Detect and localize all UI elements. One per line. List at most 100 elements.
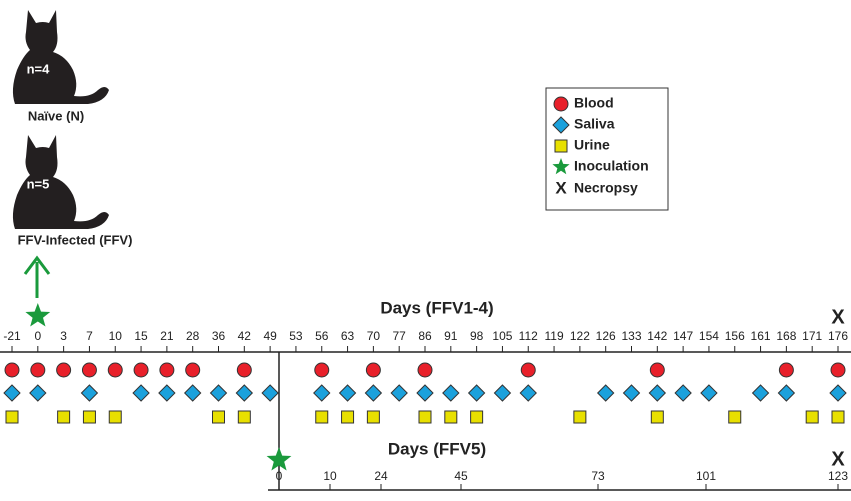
tick-label: 122 xyxy=(570,329,590,343)
tick-label: 123 xyxy=(828,469,848,483)
tick-label: 154 xyxy=(699,329,719,343)
legend-label: Inoculation xyxy=(574,158,649,174)
urine-mark xyxy=(366,410,380,424)
saliva-mark xyxy=(235,384,254,402)
saliva-mark xyxy=(416,384,434,402)
urine-mark xyxy=(341,410,355,424)
tick-label: 112 xyxy=(519,329,538,343)
necropsy-marker: X xyxy=(831,448,845,470)
tick-label: 105 xyxy=(492,329,512,343)
tick-label: 63 xyxy=(341,329,355,343)
timeline-title: Days (FFV5) xyxy=(388,439,486,458)
tick-label: 56 xyxy=(315,329,329,343)
tick-label: 77 xyxy=(393,329,407,343)
urine-mark xyxy=(5,410,19,424)
group-n: n=5 xyxy=(27,176,50,191)
necropsy-symbol: X xyxy=(555,178,567,197)
legend-label: Saliva xyxy=(574,116,615,132)
urine-mark xyxy=(554,139,568,153)
urine-mark xyxy=(237,410,251,424)
legend-label: Necropsy xyxy=(574,180,638,196)
blood-mark xyxy=(236,362,252,378)
tick-label: 10 xyxy=(109,329,123,343)
tick-label: 0 xyxy=(34,329,41,343)
urine-mark xyxy=(650,410,664,424)
tick-label: 171 xyxy=(802,329,822,343)
blood-mark xyxy=(830,362,846,378)
tick-label: 98 xyxy=(470,329,484,343)
blood-mark xyxy=(649,362,665,378)
timelines: Days (FFV1-4) X -21 0 3 7 10 15 21 28 36 42 49 53 56 63… xyxy=(0,298,851,491)
blood-mark xyxy=(56,362,72,378)
saliva-mark xyxy=(158,384,176,402)
urine-mark xyxy=(82,410,96,424)
saliva-mark xyxy=(364,384,383,402)
blood-mark xyxy=(553,96,569,112)
urine-mark xyxy=(57,410,71,424)
saliva-mark xyxy=(261,384,279,402)
blood-mark xyxy=(520,362,536,378)
saliva-mark xyxy=(183,384,202,402)
urine-mark xyxy=(728,410,742,424)
tick-label: 28 xyxy=(186,329,200,343)
saliva-mark xyxy=(209,384,228,402)
blood-mark xyxy=(107,362,123,378)
tick-label: 133 xyxy=(621,329,641,343)
urine-mark xyxy=(573,410,587,424)
tick-label: 42 xyxy=(238,329,252,343)
urine-mark xyxy=(831,410,845,424)
tick-label: 156 xyxy=(725,329,745,343)
blood-mark xyxy=(778,362,794,378)
urine-mark xyxy=(418,410,432,424)
urine-mark xyxy=(212,410,225,424)
tick-label: 7 xyxy=(86,329,93,343)
blood-mark xyxy=(159,362,175,378)
tick-label: 36 xyxy=(212,329,226,343)
group-label: Naïve (N) xyxy=(28,108,84,123)
cat-naive xyxy=(12,10,110,104)
saliva-mark xyxy=(467,384,486,402)
blood-mark xyxy=(185,362,201,378)
saliva-mark xyxy=(777,384,796,402)
timeline-title: Days (FFV1-4) xyxy=(380,298,493,317)
saliva-mark xyxy=(29,384,47,402)
inoculation-star xyxy=(25,303,51,327)
blood-mark xyxy=(4,362,20,378)
tick-label: 70 xyxy=(367,329,381,343)
tick-label: 119 xyxy=(544,329,563,343)
saliva-mark xyxy=(648,384,667,402)
saliva-mark xyxy=(338,384,357,402)
tick-label: 126 xyxy=(596,329,616,343)
arrow xyxy=(23,255,51,298)
tick-label: 3 xyxy=(60,329,67,343)
tick-label: 161 xyxy=(751,329,771,343)
saliva-mark xyxy=(132,384,150,402)
group-label: FFV-Infected (FFV) xyxy=(18,232,133,247)
tick-label: 45 xyxy=(454,469,468,483)
urine-mark xyxy=(108,410,122,424)
urine-mark xyxy=(444,410,458,424)
saliva-mark xyxy=(700,384,718,402)
tick-label: 49 xyxy=(263,329,277,343)
saliva-mark xyxy=(80,384,99,402)
blood-mark xyxy=(81,362,97,378)
urine-mark xyxy=(470,410,484,424)
tick-label: 86 xyxy=(418,329,432,343)
saliva-mark xyxy=(390,384,408,402)
blood-mark xyxy=(30,362,46,378)
necropsy-marker: X xyxy=(831,306,845,328)
tick-label: 176 xyxy=(828,329,848,343)
legend-label: Urine xyxy=(574,137,610,153)
legend-label: Blood xyxy=(574,95,614,111)
inoculation-star xyxy=(266,447,292,471)
tick-label: 142 xyxy=(647,329,667,343)
legend: X Blood Saliva Urine Inoculation Necropsy xyxy=(552,95,649,197)
tick-label: -21 xyxy=(3,329,21,343)
saliva-mark xyxy=(519,384,537,402)
saliva-mark xyxy=(829,384,847,402)
tick-label: 10 xyxy=(323,469,337,483)
saliva-mark xyxy=(622,384,641,402)
saliva-mark xyxy=(3,384,21,402)
tick-label: 21 xyxy=(160,329,174,343)
